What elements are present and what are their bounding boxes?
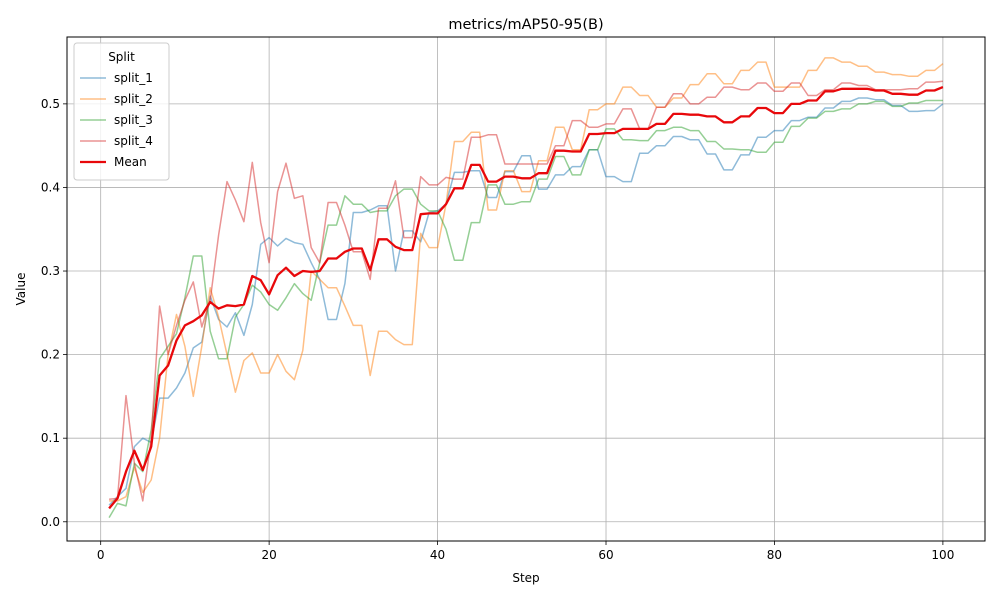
legend-items: split_1 split_2 split_3 split_4 Mean — [80, 71, 153, 169]
series-line-split-4 — [109, 80, 943, 502]
legend-label: split_3 — [114, 113, 153, 127]
x-tick-label: 80 — [767, 548, 782, 562]
axis-ticks: 0 20 40 60 80 100 0.0 0.1 0.2 0.3 0.4 0.5 — [41, 97, 954, 562]
series-line-split-2 — [109, 57, 944, 502]
y-tick-label: 0.0 — [41, 515, 60, 529]
x-axis-label: Step — [512, 571, 539, 585]
y-tick-label: 0.2 — [41, 348, 60, 362]
legend-label: split_4 — [114, 134, 153, 148]
y-tick-label: 0.3 — [41, 264, 60, 278]
y-axis-label: Value — [14, 273, 28, 306]
y-tick-label: 0.5 — [41, 97, 60, 111]
x-tick-label: 40 — [430, 548, 445, 562]
series-line-split-3 — [108, 99, 943, 518]
series-lines — [108, 57, 944, 518]
grid — [67, 37, 985, 541]
y-tick-label: 0.1 — [41, 431, 60, 445]
plot-area — [66, 36, 986, 542]
chart-title: metrics/mAP50-95(B) — [448, 17, 603, 33]
legend-title: Split — [108, 50, 135, 64]
legend-label: Mean — [114, 155, 147, 169]
series-line-mean — [108, 86, 944, 510]
x-tick-label: 0 — [97, 548, 105, 562]
legend-label: split_1 — [114, 71, 153, 85]
y-tick-label: 0.4 — [41, 180, 60, 194]
legend: Split split_1 split_2 split_3 split_4 Mean — [73, 42, 170, 181]
x-tick-label: 20 — [261, 548, 276, 562]
legend-label: split_2 — [114, 92, 153, 106]
series-line-split-1 — [108, 97, 944, 506]
x-tick-label: 100 — [931, 548, 954, 562]
x-tick-label: 60 — [598, 548, 613, 562]
